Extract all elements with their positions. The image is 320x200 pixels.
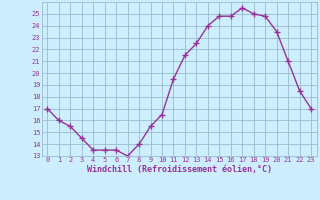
X-axis label: Windchill (Refroidissement éolien,°C): Windchill (Refroidissement éolien,°C) [87, 165, 272, 174]
